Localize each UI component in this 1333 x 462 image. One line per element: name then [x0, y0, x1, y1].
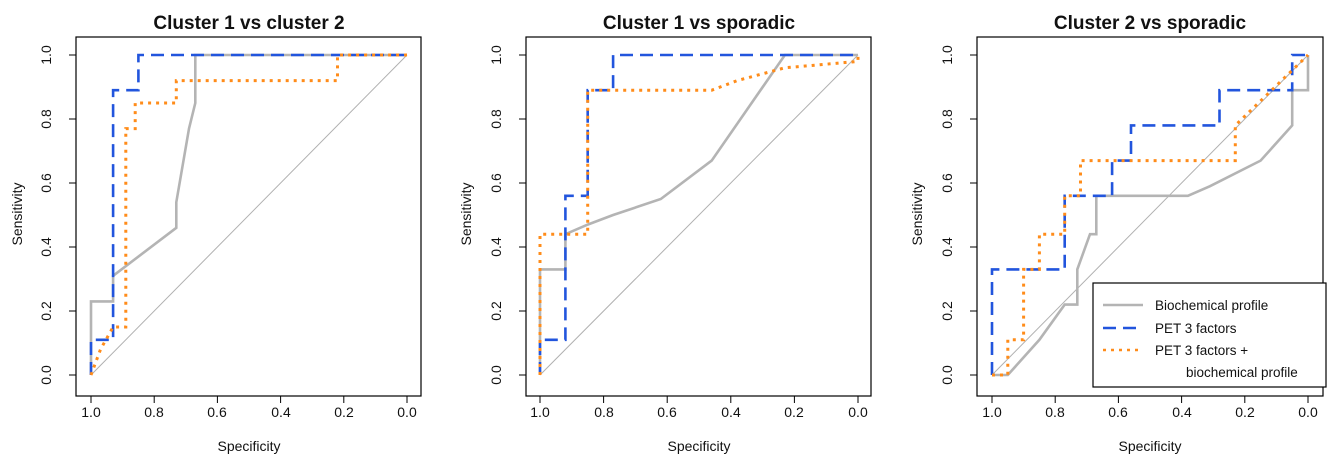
x-tick-label: 0.6: [1108, 404, 1128, 420]
x-tick-label: 0.4: [721, 404, 741, 420]
x-tick-label: 0.2: [334, 404, 354, 420]
plot-frame: [976, 36, 1324, 397]
x-tick-label: 0.4: [271, 404, 291, 420]
x-axis-label: Specificity: [217, 438, 280, 454]
y-axis-label: Sensitivity: [909, 182, 925, 245]
x-tick-label: 0.6: [657, 404, 677, 420]
x-tick-label: 1.0: [81, 404, 101, 420]
y-axis-label: Sensitivity: [458, 182, 474, 245]
y-tick-label: 0.4: [38, 237, 54, 257]
y-tick-labels: 0.0 0.2 0.4 0.6 0.8 1.0: [38, 45, 54, 385]
panel-cluster2-vs-sporadic: Cluster 2 vs sporadic Specificity Sensit…: [909, 13, 1327, 454]
y-tick-label: 0.0: [939, 365, 955, 385]
chart-title: Cluster 1 vs cluster 2: [153, 13, 344, 34]
roc-curve-bio: [538, 53, 858, 375]
legend-box: [1092, 282, 1327, 388]
x-tick-label: 0.8: [594, 404, 614, 420]
chart-title: Cluster 1 vs sporadic: [603, 13, 796, 34]
y-tick-label: 0.8: [488, 109, 504, 129]
plot-frame: [75, 36, 422, 397]
y-tick-label: 1.0: [38, 45, 54, 65]
y-tick-label: 1.0: [939, 45, 955, 65]
roc-curve-petbio: [89, 53, 407, 376]
x-tick-label: 1.0: [530, 404, 550, 420]
chance-diagonal: [539, 54, 859, 376]
x-tick-label: 0.4: [1172, 404, 1192, 420]
y-tick-label: 0.8: [38, 109, 54, 129]
y-tick-label: 0.6: [38, 173, 54, 193]
x-axis-label: Specificity: [1118, 438, 1181, 454]
legend-label: PET 3 factors +: [1155, 343, 1248, 358]
x-axis-label: Specificity: [667, 438, 730, 454]
x-tick-label: 0.8: [1045, 404, 1065, 420]
plot-frame: [525, 36, 872, 397]
panel-cluster1-vs-cluster2: Cluster 1 vs cluster 2 Specificity Sensi…: [9, 13, 417, 454]
legend-label-continuation: biochemical profile: [1186, 365, 1298, 380]
roc-curve-pet: [990, 53, 1308, 375]
panel-cluster1-vs-sporadic: Cluster 1 vs sporadic Specificity Sensit…: [458, 13, 868, 454]
roc-curve-petbio: [992, 53, 1310, 377]
x-tick-label: 0.0: [848, 404, 868, 420]
x-tick-label: 0.6: [207, 404, 227, 420]
y-tick-label: 0.2: [488, 301, 504, 321]
x-tick-label: 0.0: [397, 404, 417, 420]
y-tick-label: 0.2: [939, 301, 955, 321]
y-tick-label: 0.0: [38, 365, 54, 385]
chart-title: Cluster 2 vs sporadic: [1054, 13, 1247, 34]
x-tick-label: 1.0: [982, 404, 1002, 420]
plot-area: [519, 36, 872, 403]
y-axis-label: Sensitivity: [9, 182, 25, 245]
chance-diagonal: [991, 54, 1309, 376]
x-tick-label: 0.2: [1235, 404, 1255, 420]
x-tick-label: 0.0: [1298, 404, 1318, 420]
x-tick-label: 0.8: [144, 404, 164, 420]
x-tick-label: 0.2: [784, 404, 804, 420]
y-tick-label: 0.8: [939, 109, 955, 129]
plot-area: [69, 36, 422, 403]
y-tick-label: 0.6: [488, 173, 504, 193]
legend: Biochemical profile PET 3 factors PET 3 …: [1092, 282, 1327, 388]
plot-area: [970, 36, 1324, 403]
y-tick-label: 0.0: [488, 365, 504, 385]
chance-diagonal: [90, 54, 408, 376]
legend-label: Biochemical profile: [1155, 298, 1268, 313]
x-tick-labels: 1.0 0.8 0.6 0.4 0.2 0.0: [982, 404, 1318, 420]
legend-label: PET 3 factors: [1155, 321, 1237, 336]
roc-curve-petbio: [538, 55, 860, 375]
x-tick-labels: 1.0 0.8 0.6 0.4 0.2 0.0: [81, 404, 417, 420]
y-tick-labels: 0.0 0.2 0.4 0.6 0.8 1.0: [939, 45, 955, 385]
x-tick-labels: 1.0 0.8 0.6 0.4 0.2 0.0: [530, 404, 868, 420]
y-tick-label: 0.4: [488, 237, 504, 257]
roc-curve-bio: [89, 53, 407, 375]
y-tick-label: 1.0: [488, 45, 504, 65]
y-tick-labels: 0.0 0.2 0.4 0.6 0.8 1.0: [488, 45, 504, 385]
y-tick-label: 0.2: [38, 301, 54, 321]
y-tick-label: 0.6: [939, 173, 955, 193]
y-tick-label: 0.4: [939, 237, 955, 257]
roc-curve-pet: [89, 53, 407, 375]
